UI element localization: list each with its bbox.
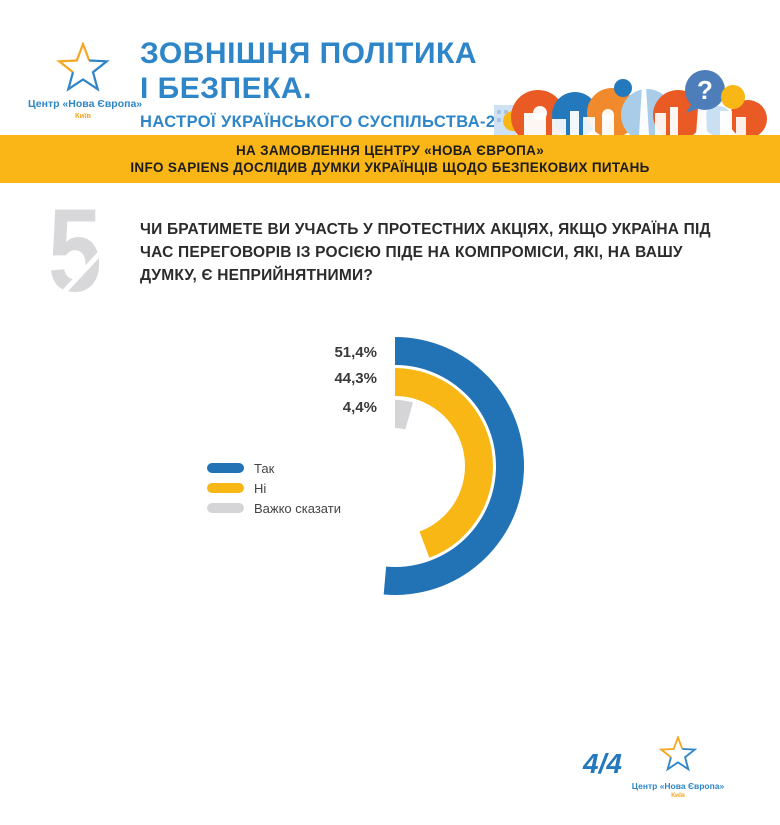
banner-line-1: НА ЗАМОВЛЕННЯ ЦЕНТРУ «НОВА ЄВРОПА» [235,143,545,158]
question-text: ЧИ БРАТИМЕТЕ ВИ УЧАСТЬ У ПРОТЕСТНИХ АКЦІ… [140,218,711,287]
question-line-2: ЧАС ПЕРЕГОВОРІВ ІЗ РОСІЄЮ ПІДЕ НА КОМПРО… [140,244,683,261]
footer-logo-star-icon [658,734,698,772]
arc-segment-Так [383,337,525,595]
legend-swatch-no [207,483,244,493]
commission-banner: НА ЗАМОВЛЕННЯ ЦЕНТРУ «НОВА ЄВРОПА» INFO … [0,135,780,183]
legend-item-no: Ні [207,478,341,498]
legend-swatch-hard [207,503,244,513]
header-illustration: ? [494,70,767,135]
question-number: 5 [48,185,102,317]
footer-logo: Центр «Нова Європа» Київ [630,734,726,799]
page-title: ЗОВНІШНЯ ПОЛІТИКА І БЕЗПЕКА. НАСТРОЇ УКР… [140,36,524,132]
chart-legend: Так Ні Важко сказати [207,458,341,518]
value-label-hard: 4,4% [342,399,377,416]
legend-label-hard: Важко сказати [254,500,341,516]
logo-name: Центр «Нова Європа» [28,98,143,110]
legend-swatch-yes [207,463,244,473]
footer-logo-city: Київ [671,792,685,799]
logo-star-icon [56,42,110,92]
value-label-yes: 51,4% [334,344,377,361]
question-line-3: ДУМКУ, Є НЕПРИЙНЯТНИМИ? [140,267,374,284]
legend-label-yes: Так [254,460,275,476]
question-bubble [685,70,725,110]
header-logo: Центр «Нова Європа» Київ [28,42,143,120]
question-line-1: ЧИ БРАТИМЕТЕ ВИ УЧАСТЬ У ПРОТЕСТНИХ АКЦІ… [140,221,711,238]
title-line-1: ЗОВНІШНЯ ПОЛІТИКА [140,37,478,70]
legend-label-no: Ні [254,480,267,496]
legend-item-hard: Важко сказати [207,498,341,518]
value-label-no: 44,3% [334,370,377,387]
logo-city: Київ [75,111,91,120]
page-indicator: 4/4 [583,748,622,779]
title-line-2: І БЕЗПЕКА. [140,72,312,105]
page-subtitle: НАСТРОЇ УКРАЇНСЬКОГО СУСПІЛЬСТВА-2025 [140,113,525,131]
banner-line-2: INFO SAPIENS ДОСЛІДИВ ДУМКИ УКРАЇНЦІВ ЩО… [130,160,650,175]
footer-logo-name: Центр «Нова Європа» [631,781,725,791]
question-mark-icon: ? [697,75,713,105]
legend-item-yes: Так [207,458,341,478]
arc-segment-Важко сказати [395,400,414,430]
arc-donut-chart [383,337,525,595]
arc-segment-Ні [395,368,493,558]
